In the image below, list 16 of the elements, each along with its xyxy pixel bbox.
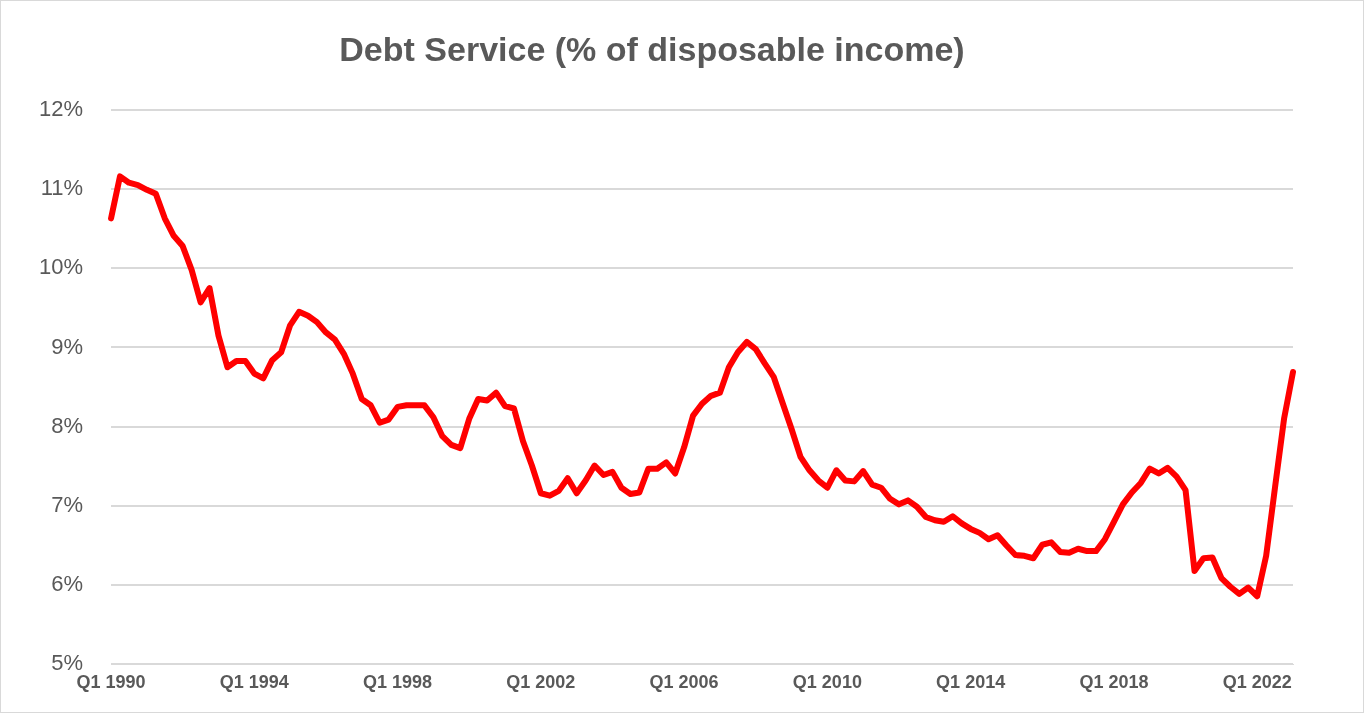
x-tick-label: Q1 2010 bbox=[792, 672, 862, 693]
y-tick-label: 7% bbox=[51, 492, 84, 518]
y-tick-label: 11% bbox=[40, 175, 84, 201]
x-tick-label: Q1 2018 bbox=[1079, 672, 1149, 693]
x-tick-label: Q1 2006 bbox=[649, 672, 719, 693]
x-tick-label: Q1 1994 bbox=[219, 672, 289, 693]
x-tick-label: Q1 2002 bbox=[506, 672, 576, 693]
y-tick-label: 8% bbox=[51, 412, 84, 438]
y-tick-label: 9% bbox=[51, 333, 84, 359]
y-tick-label: 12% bbox=[38, 95, 84, 121]
x-tick-label: Q1 1998 bbox=[363, 672, 433, 693]
chart-title: Debt Service (% of disposable income) bbox=[339, 29, 965, 68]
y-tick-label: 6% bbox=[51, 571, 84, 597]
x-tick-label: Q1 2022 bbox=[1222, 672, 1292, 693]
y-tick-label: 10% bbox=[38, 254, 84, 280]
x-tick-label: Q1 2014 bbox=[936, 672, 1006, 693]
